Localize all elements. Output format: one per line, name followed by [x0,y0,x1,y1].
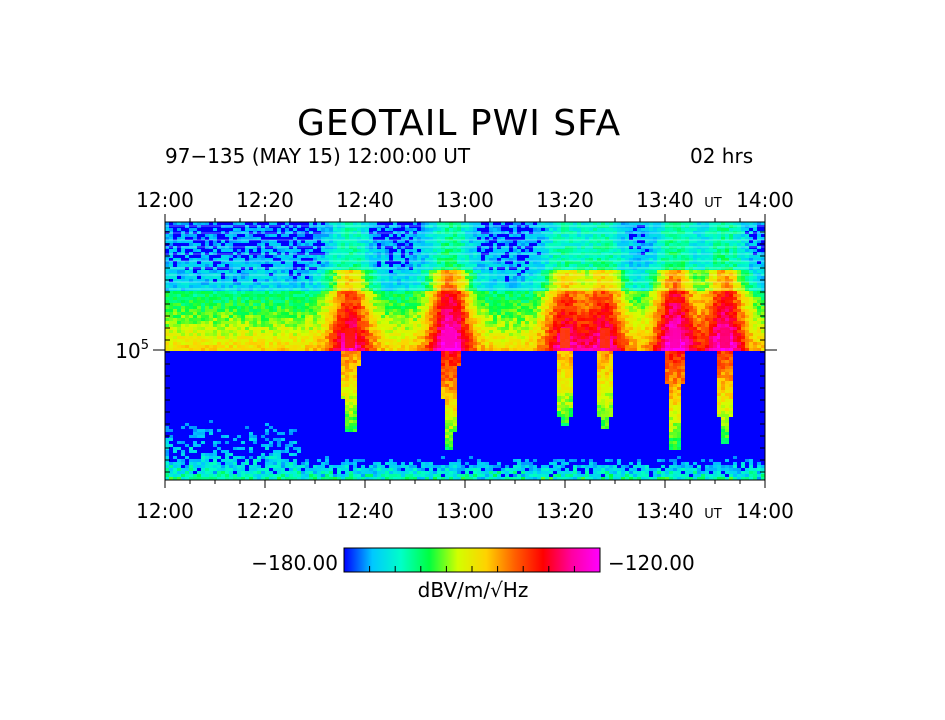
burst-mark-1 [445,328,455,348]
burst-mark-2 [560,328,570,348]
x-tick-label-bottom-6: 14:00 [736,499,794,523]
x-tick-label-top-0: 12:00 [136,188,194,212]
x-tick-label-bottom-0: 12:00 [136,499,194,523]
burst-mark-5 [720,328,730,348]
burst-mark-3 [600,328,610,348]
x-tick-label-bottom-4: 13:20 [536,499,594,523]
colorbar-min-label: −180.00 [251,551,338,575]
x-tick-label-top-2: 12:40 [336,188,394,212]
x-tick-label-bottom-3: 13:00 [436,499,494,523]
date-subtitle: 97−135 (MAY 15) 12:00:00 UT [165,144,471,168]
x-axis-bottom-labels: 12:00 12:20 12:40 13:00 13:20 13:40 14:00 UT [136,499,794,523]
duration-label: 02 hrs [690,144,754,168]
x-tick-label-top-4: 13:20 [536,188,594,212]
spectrogram-area [165,222,765,480]
x-axis-top-labels: 12:00 12:20 12:40 13:00 13:20 13:40 14:00 UT [136,188,794,212]
colorbar-unit-label: dBV/m/√Hz [418,578,529,602]
x-tick-label-top-3: 13:00 [436,188,494,212]
y-axis-labels: 105 [115,338,149,363]
x-tick-label-bottom-1: 12:20 [236,499,294,523]
page-title: GEOTAIL PWI SFA [297,103,622,144]
colorbar: −180.00 −120.00 dBV/m/√Hz [251,547,695,602]
x-tick-label-bottom-5: 13:40 [636,499,694,523]
x-tick-label-bottom-2: 12:40 [336,499,394,523]
burst-mark-4 [670,328,680,348]
burst-mark-0 [345,328,355,348]
y-tick-label-0: 105 [115,338,149,363]
x-tick-label-top-1: 12:20 [236,188,294,212]
x-unit-label-top: UT [704,196,722,211]
x-tick-label-top-6: 14:00 [736,188,794,212]
x-tick-label-top-5: 13:40 [636,188,694,212]
x-unit-label-bottom: UT [704,507,722,522]
colorbar-max-label: −120.00 [608,551,695,575]
axes [153,214,777,488]
